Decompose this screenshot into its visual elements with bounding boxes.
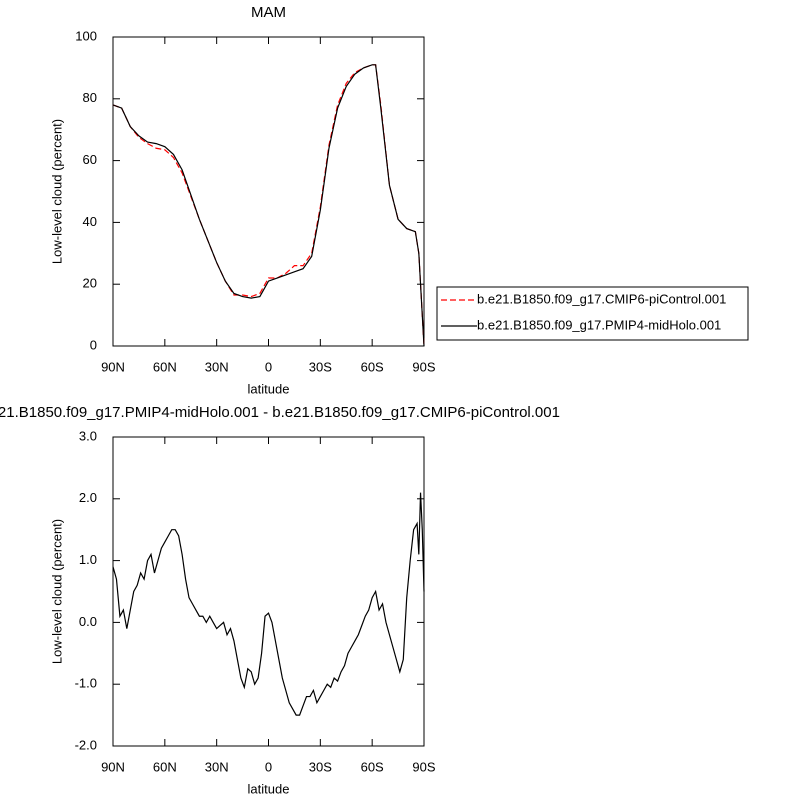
legend-label: b.e21.B1850.f09_g17.PMIP4-midHolo.001 [477,317,721,332]
y-tick-label: 2.0 [79,490,97,505]
y-tick-label: 80 [83,90,97,105]
y-tick-label: 0 [90,337,97,352]
plot-frame [112,36,425,347]
y-tick-label: 20 [83,276,97,291]
x-tick-label: 30S [309,759,332,774]
y-tick-label: 0.0 [79,614,97,629]
legend-box [436,286,749,341]
chart-title: MAM [251,4,286,21]
data-line [112,64,425,347]
x-tick-label: 0 [265,759,272,774]
x-tick-label: 60N [153,759,177,774]
x-axis-label: latitude [248,781,290,796]
x-tick-label: 30S [309,359,332,374]
y-axis-label: Low-level cloud (percent) [49,519,64,664]
x-tick-label: 90S [412,759,435,774]
data-line [112,492,425,716]
x-tick-label: 60S [361,759,384,774]
y-tick-label: -2.0 [75,737,97,752]
x-axis-label: latitude [248,381,290,396]
y-tick-label: 3.0 [79,428,97,443]
x-tick-label: 90N [101,359,125,374]
y-axis-label: Low-level cloud (percent) [49,119,64,264]
x-tick-label: 60N [153,359,177,374]
x-tick-label: 30N [205,359,229,374]
x-tick-label: 60S [361,359,384,374]
plot-frame [112,436,425,747]
x-tick-label: 90S [412,359,435,374]
x-tick-label: 90N [101,759,125,774]
legend-label: b.e21.B1850.f09_g17.CMIP6-piControl.001 [477,291,726,306]
y-tick-label: 100 [75,28,97,43]
y-tick-label: 60 [83,152,97,167]
chart-title: b.e21.B1850.f09_g17.PMIP4-midHolo.001 - … [0,404,560,421]
y-tick-label: 1.0 [79,552,97,567]
x-tick-label: 0 [265,359,272,374]
y-tick-label: 40 [83,214,97,229]
y-tick-label: -1.0 [75,676,97,691]
x-tick-label: 30N [205,759,229,774]
data-line [112,64,425,347]
